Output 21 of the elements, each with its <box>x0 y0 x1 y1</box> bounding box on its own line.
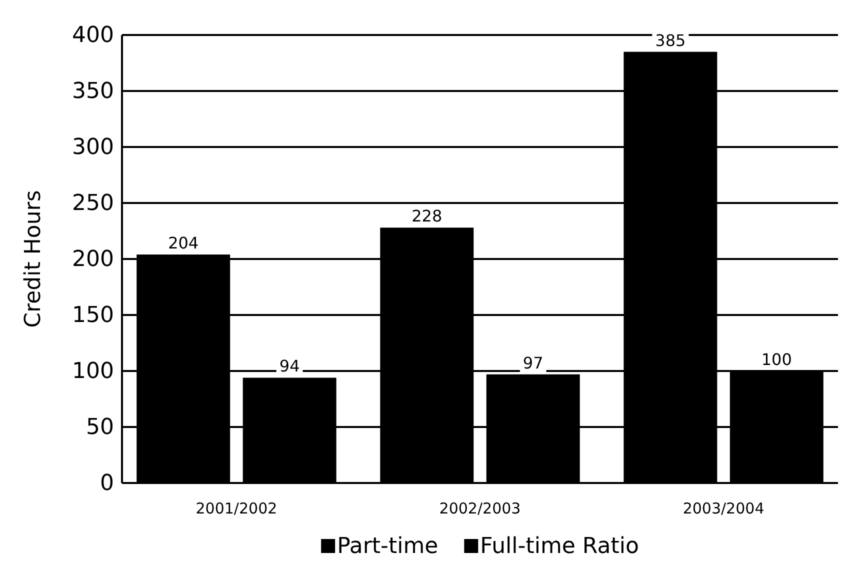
data-label: 94 <box>279 356 300 376</box>
y-tick-label: 200 <box>72 247 114 272</box>
y-tick-label: 250 <box>72 191 114 216</box>
x-tick-label: 2003/2004 <box>682 500 764 518</box>
data-label: 97 <box>522 353 544 372</box>
x-tick-label: 2001/2002 <box>196 500 278 518</box>
legend-label: Part-time <box>337 534 438 559</box>
legend-label: Full-time Ratio <box>480 534 639 559</box>
y-tick-label: 300 <box>72 135 114 160</box>
data-label: 385 <box>655 30 686 50</box>
y-tick-label: 150 <box>72 303 114 328</box>
y-tick-label: 100 <box>72 359 114 384</box>
y-tick-label: 0 <box>100 471 114 496</box>
y-tick-label: 400 <box>72 23 114 48</box>
y-axis-title: Credit Hours <box>21 190 46 328</box>
y-tick-label: 50 <box>86 415 114 440</box>
data-label: 228 <box>412 206 442 226</box>
data-label: 100 <box>761 350 792 369</box>
y-tick-label: 350 <box>72 79 114 104</box>
x-tick-label: 2002/2003 <box>439 500 521 518</box>
data-label: 204 <box>168 234 199 253</box>
